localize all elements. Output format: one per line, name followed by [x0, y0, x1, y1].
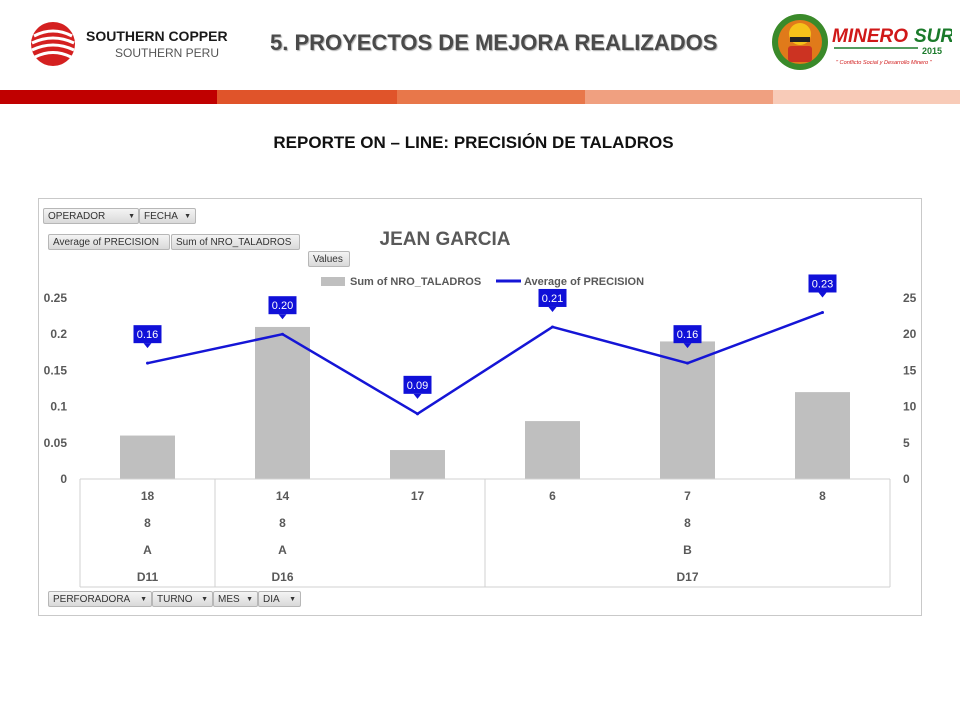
value-button-avg-precision[interactable]: Average of PRECISION [48, 234, 170, 250]
dropdown-arrow-icon: ▼ [201, 596, 208, 603]
value-button-sum-taladros[interactable]: Sum of NRO_TALADROS [171, 234, 300, 250]
minerosur-year: 2015 [922, 46, 942, 56]
pivot-chart [38, 198, 922, 616]
header-stripe-2 [217, 90, 397, 104]
row-button-turno[interactable]: TURNO ▼ [152, 591, 213, 607]
minerosur-tagline: " Conflicto Social y Desarrollo Minero " [836, 60, 933, 66]
slide-title: 5. PROYECTOS DE MEJORA REALIZADOS [270, 30, 718, 55]
dropdown-arrow-icon: ▼ [140, 596, 147, 603]
southern-copper-logo [31, 22, 75, 66]
minerosur-brand-right: SUR [914, 26, 952, 47]
header-stripe-1 [0, 90, 217, 104]
dropdown-arrow-icon: ▼ [184, 213, 191, 220]
value-button-label: Average of PRECISION [53, 237, 159, 248]
filter-button-label: FECHA [144, 211, 178, 222]
header-stripe-5 [773, 90, 960, 104]
row-button-label: DIA [263, 594, 280, 605]
company-name: SOUTHERN COPPER [86, 28, 228, 44]
filter-button-label: OPERADOR [48, 211, 106, 222]
filter-active-icon: ▼ [128, 213, 135, 220]
filter-button-operador[interactable]: OPERADOR ▼ [43, 208, 139, 224]
header-stripe-4 [585, 90, 773, 104]
row-button-label: PERFORADORA [53, 594, 131, 605]
minerosur-logo: MINERO SUR 2015 " Conflicto Social y Des… [772, 14, 952, 70]
header-stripe-3 [397, 90, 585, 104]
dropdown-arrow-icon: ▼ [289, 596, 296, 603]
company-subtitle: SOUTHERN PERU [115, 46, 220, 60]
row-button-dia[interactable]: DIA ▼ [258, 591, 301, 607]
dropdown-arrow-icon: ▼ [246, 596, 253, 603]
row-button-mes[interactable]: MES ▼ [213, 591, 258, 607]
filter-button-fecha[interactable]: FECHA ▼ [139, 208, 196, 224]
values-field-button[interactable]: Values [308, 251, 350, 267]
report-title: REPORTE ON – LINE: PRECISIÓN DE TALADROS [273, 133, 674, 152]
values-button-label: Values [313, 254, 343, 265]
value-button-label: Sum of NRO_TALADROS [176, 237, 292, 248]
row-button-label: MES [218, 594, 240, 605]
row-button-perforadora[interactable]: PERFORADORA ▼ [48, 591, 152, 607]
minerosur-brand-left: MINERO [832, 26, 908, 47]
row-button-label: TURNO [157, 594, 193, 605]
